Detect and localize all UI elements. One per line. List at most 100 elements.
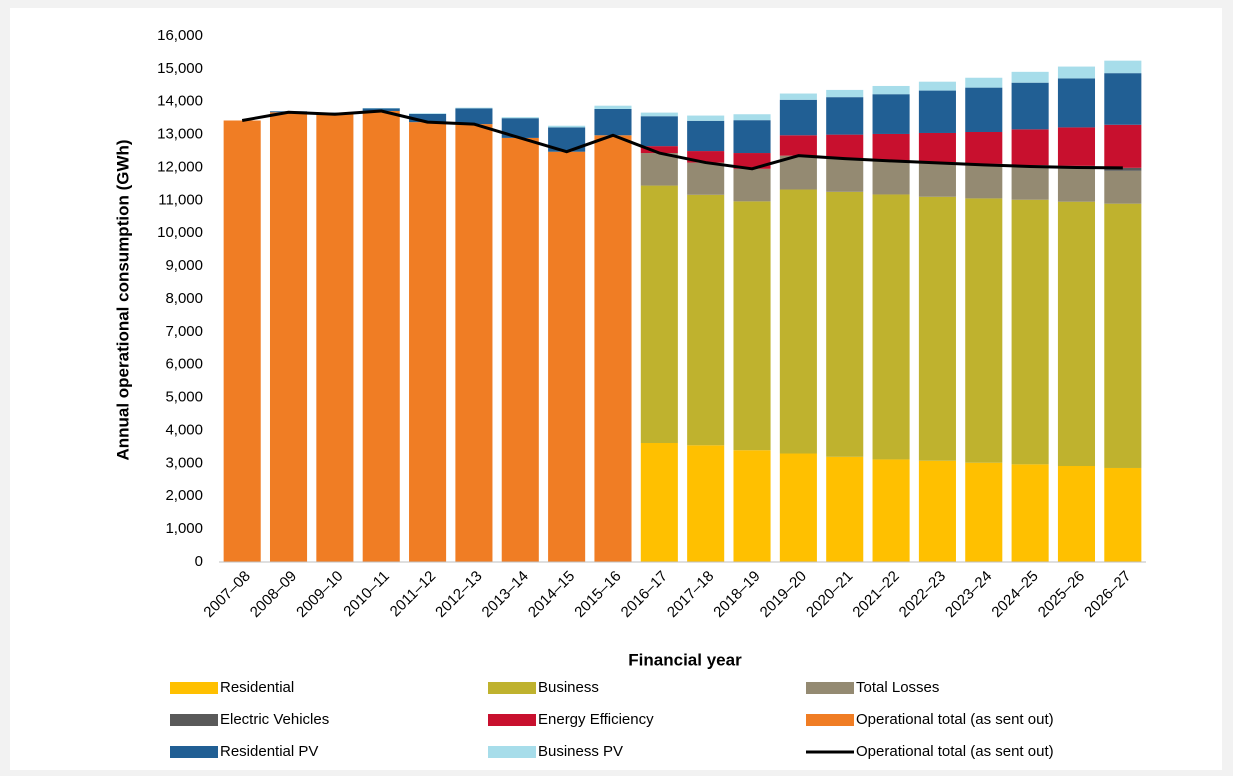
bar-segment — [1057, 466, 1096, 562]
y-tick-label: 14,000 — [157, 93, 203, 110]
bar-segment — [409, 113, 447, 114]
bar-segment — [1104, 60, 1142, 74]
bar-segment — [687, 151, 725, 163]
bar-segment — [1057, 127, 1096, 166]
bar-segment — [918, 460, 956, 562]
bar-segment — [1104, 73, 1142, 125]
bar-segment — [918, 81, 956, 91]
legend-swatch — [488, 682, 536, 694]
bar-segment — [640, 112, 678, 117]
y-tick-label: 4,000 — [165, 421, 203, 438]
y-tick-label: 13,000 — [157, 126, 203, 143]
bar-segment — [872, 94, 910, 134]
bar-segment — [733, 450, 771, 562]
y-tick-label: 5,000 — [165, 389, 203, 406]
bar-segment — [687, 162, 725, 195]
bar-segment — [640, 442, 678, 562]
bar-segment — [918, 162, 956, 197]
x-axis-title: Financial year — [628, 650, 742, 669]
bar-segment — [1057, 201, 1096, 467]
legend-swatch — [806, 682, 854, 694]
bar-segment — [965, 462, 1003, 562]
bar-segment — [826, 456, 864, 562]
bar-segment — [1011, 199, 1049, 465]
bar-segment — [455, 108, 493, 125]
bar-segment — [872, 160, 910, 195]
bar-segment — [409, 122, 447, 562]
bar-segment — [223, 120, 261, 563]
bar-segment — [501, 117, 539, 119]
bar-segment — [594, 105, 632, 109]
bar-segment — [1104, 124, 1142, 168]
y-axis-title: Annual operational consumption (GWh) — [113, 139, 132, 460]
bar-segment — [965, 131, 1003, 164]
bar-segment — [965, 164, 1003, 199]
legend-label: Electric Vehicles — [220, 711, 329, 728]
bar-segment — [455, 124, 493, 562]
bar-segment — [687, 115, 725, 121]
y-tick-label: 2,000 — [165, 487, 203, 504]
bar-segment — [1057, 66, 1096, 79]
y-tick-label: 1,000 — [165, 520, 203, 537]
y-tick-label: 3,000 — [165, 454, 203, 471]
bar-segment — [1011, 71, 1049, 83]
bar-segment — [548, 125, 586, 128]
y-tick-label: 10,000 — [157, 224, 203, 241]
bar-segment — [687, 445, 725, 562]
bar-segment — [733, 168, 771, 202]
bar-segment — [548, 151, 586, 562]
legend-swatch — [488, 714, 536, 726]
legend-swatch — [170, 714, 218, 726]
bar-segment — [918, 90, 956, 133]
legend-swatch — [170, 682, 218, 694]
legend-label: Residential PV — [220, 743, 318, 760]
bar-segment — [687, 120, 725, 152]
bar-segment — [594, 135, 632, 562]
legend-label: Total Losses — [856, 679, 939, 696]
bar-segment — [965, 198, 1003, 463]
y-tick-label: 7,000 — [165, 323, 203, 340]
bar-segment — [779, 189, 817, 454]
y-tick-label: 15,000 — [157, 60, 203, 77]
y-tick-label: 12,000 — [157, 158, 203, 175]
bar-segment — [1104, 170, 1142, 204]
bar-segment — [779, 93, 817, 100]
y-tick-label: 11,000 — [158, 191, 203, 208]
bar-segment — [594, 108, 632, 136]
bar-segment — [779, 135, 817, 156]
y-tick-label: 16,000 — [157, 27, 203, 44]
bar-segment — [779, 155, 817, 190]
y-tick-label: 6,000 — [165, 356, 203, 373]
bar-segment — [918, 132, 956, 163]
legend-label: Business — [538, 679, 599, 696]
bar-segment — [455, 107, 493, 109]
bar-segment — [1104, 467, 1142, 562]
bar-segment — [872, 133, 910, 161]
legend-label: Residential — [220, 679, 294, 696]
legend-swatch — [806, 714, 854, 726]
bar-segment — [1011, 129, 1049, 166]
bar-segment — [918, 196, 956, 461]
bar-segment — [872, 459, 910, 562]
legend-label: Operational total (as sent out) — [856, 711, 1054, 728]
bar-segment — [826, 134, 864, 159]
bar-segment — [965, 77, 1003, 88]
bar-segment — [826, 97, 864, 135]
bar-segment — [640, 185, 678, 443]
bar-segment — [1057, 167, 1096, 202]
bar-segment — [1011, 166, 1049, 200]
bar-segment — [1057, 78, 1096, 128]
bar-segment — [316, 114, 354, 563]
bar-segment — [779, 99, 817, 136]
bar-segment — [501, 137, 539, 562]
bar-segment — [965, 87, 1003, 132]
y-tick-label: 9,000 — [165, 257, 203, 274]
legend-label: Energy Efficiency — [538, 711, 654, 728]
bar-segment — [826, 191, 864, 457]
line — [241, 109, 1123, 171]
bar-segment — [640, 153, 678, 186]
bar-segment — [826, 89, 864, 98]
bar-segment — [362, 110, 400, 562]
bar-segment — [1011, 82, 1049, 130]
